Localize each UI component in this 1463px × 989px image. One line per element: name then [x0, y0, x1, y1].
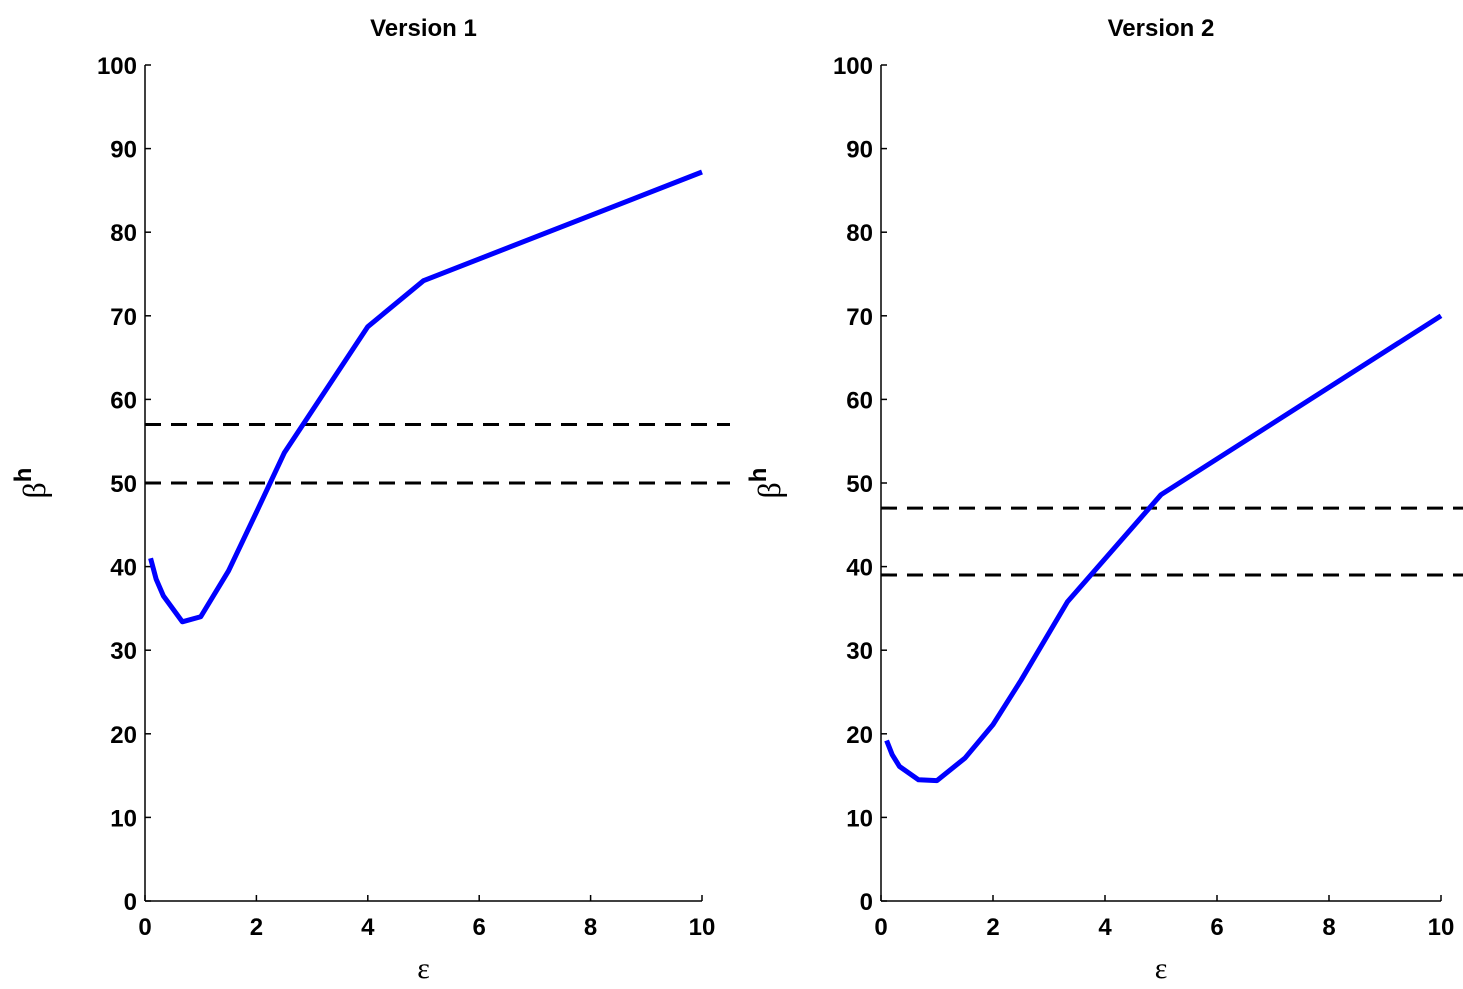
x-tick-label: 4: [1098, 914, 1112, 941]
y-tick-label: 50: [846, 471, 873, 498]
y-tick-label: 40: [110, 555, 137, 582]
y-tick-label: 10: [846, 805, 873, 832]
x-tick-label: 0: [138, 914, 151, 941]
chart-title: Version 1: [370, 15, 477, 42]
x-tick-label: 2: [986, 914, 999, 941]
y-tick-label: 90: [846, 137, 873, 164]
x-tick-label: 8: [584, 914, 597, 941]
y-tick-label: 60: [846, 387, 873, 414]
x-tick-label: 0: [874, 914, 887, 941]
x-axis-label: ε: [1155, 952, 1168, 984]
y-label-base: β: [751, 482, 787, 498]
y-tick-label: 0: [860, 889, 873, 916]
y-tick-label: 20: [110, 722, 137, 749]
chart-title: Version 2: [1108, 15, 1215, 42]
y-tick-label: 70: [846, 304, 873, 331]
y-tick-label: 30: [846, 638, 873, 665]
x-tick-label: 10: [689, 914, 716, 941]
y-label-sup: h: [10, 468, 37, 483]
x-axis-label: ε: [417, 952, 430, 984]
y-tick-label: 70: [110, 304, 137, 331]
y-tick-label: 30: [110, 638, 137, 665]
y-tick-label: 40: [846, 555, 873, 582]
data-line: [884, 313, 1443, 784]
y-axis-label: βh: [745, 468, 787, 499]
y-tick-label: 100: [97, 53, 137, 80]
y-axis-label: βh: [10, 468, 52, 499]
y-tick-label: 50: [110, 471, 137, 498]
y-tick-label: 60: [110, 387, 137, 414]
x-tick-label: 4: [361, 914, 375, 941]
x-tick-label: 6: [473, 914, 486, 941]
y-tick-label: 80: [846, 220, 873, 247]
y-tick-label: 0: [124, 889, 137, 916]
y-tick-label: 100: [833, 53, 873, 80]
x-tick-label: 2: [250, 914, 263, 941]
y-tick-label: 10: [110, 805, 137, 832]
y-tick-label: 90: [110, 137, 137, 164]
x-tick-label: 10: [1428, 914, 1455, 941]
y-tick-label: 80: [110, 220, 137, 247]
y-tick-label: 20: [846, 722, 873, 749]
x-tick-label: 8: [1322, 914, 1335, 941]
x-tick-label: 6: [1210, 914, 1223, 941]
y-label-sup: h: [745, 468, 772, 483]
y-label-base: β: [16, 482, 52, 498]
data-line: [148, 169, 703, 625]
